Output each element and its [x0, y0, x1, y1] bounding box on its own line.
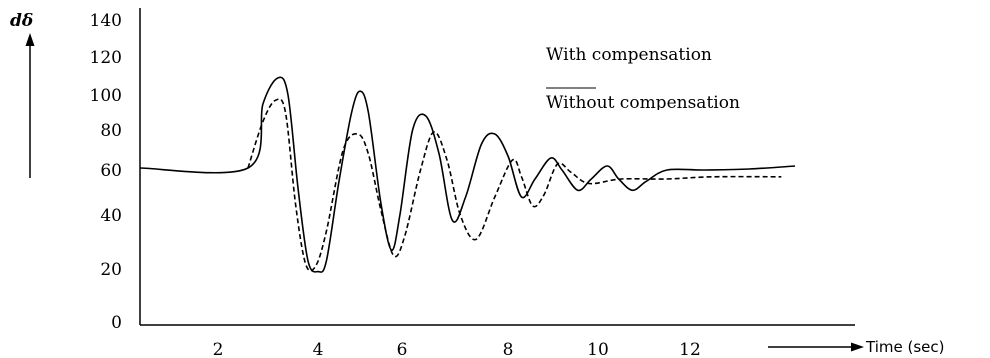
- y-tick-label: 60: [100, 161, 122, 181]
- x-tick-label: 10: [587, 340, 609, 358]
- x-tick-label: 2: [213, 340, 224, 358]
- y-tick-label: 120: [90, 48, 122, 68]
- y-axis-label-arrow-head: [25, 33, 35, 46]
- y-tick-label: 80: [100, 121, 122, 141]
- x-tick-label: 12: [679, 340, 701, 358]
- x-axis-label: Time (sec): [865, 338, 944, 356]
- series-line-without-compensation: [247, 98, 782, 272]
- y-tick-label: 100: [90, 86, 122, 106]
- y-tick-labels: 0 20 40 60 80 100 120 140: [90, 11, 122, 333]
- legend: With compensation Without compensation: [540, 45, 820, 122]
- x-tick-labels: 2 4 6 8 10 12: [213, 340, 701, 358]
- x-tick-label: 8: [503, 340, 514, 358]
- x-tick-label: 6: [397, 340, 408, 358]
- series-line-with-compensation: [139, 76, 796, 273]
- y-tick-label: 40: [100, 206, 122, 226]
- y-tick-label: 140: [90, 11, 122, 31]
- legend-entry-without-compensation: Without compensation: [546, 93, 740, 113]
- x-axis-label-arrow-head: [851, 342, 864, 352]
- legend-clip-mask: [540, 110, 820, 122]
- y-tick-label: 20: [100, 260, 122, 280]
- y-axis-label: dδ: [10, 11, 33, 31]
- legend-entry-with-compensation: With compensation: [546, 45, 712, 65]
- series-layer: [139, 76, 796, 273]
- x-tick-label: 4: [313, 340, 324, 358]
- y-tick-label: 0: [111, 313, 122, 333]
